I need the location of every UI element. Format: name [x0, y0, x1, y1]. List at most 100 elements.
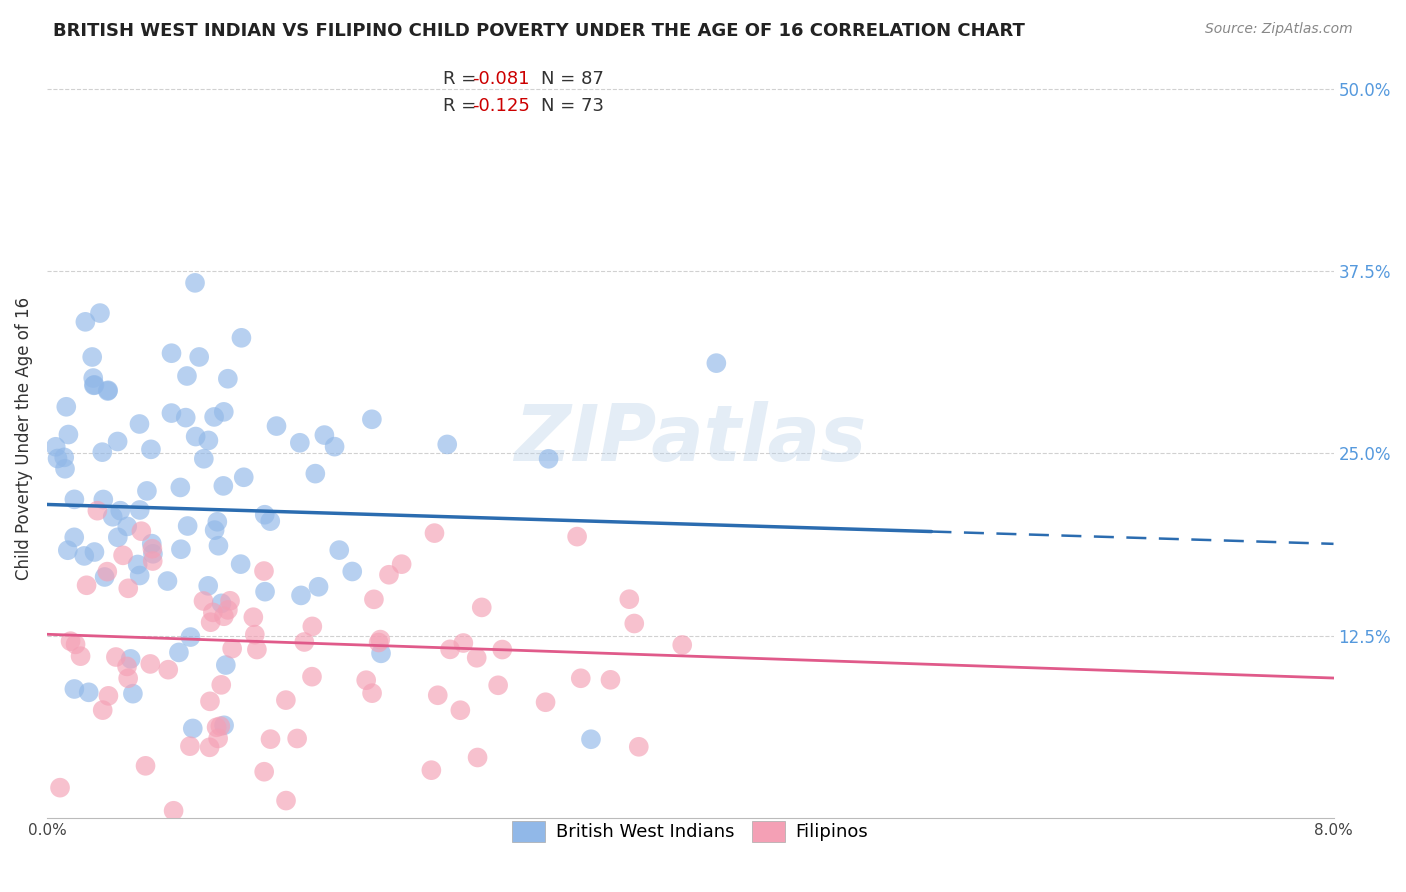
British West Indians [63, 530, 86, 544]
British West Indians [579, 732, 602, 747]
British West Indians [107, 530, 129, 544]
British West Indians [77, 685, 100, 699]
British West Indians [122, 687, 145, 701]
British West Indians [290, 588, 312, 602]
British West Indians [169, 480, 191, 494]
British West Indians [83, 377, 105, 392]
Filipinos [426, 688, 449, 702]
British West Indians [253, 508, 276, 522]
British West Indians [197, 434, 219, 448]
Filipinos [201, 606, 224, 620]
British West Indians [83, 545, 105, 559]
British West Indians [176, 519, 198, 533]
British West Indians [254, 584, 277, 599]
Filipinos [569, 671, 592, 685]
Text: Source: ZipAtlas.com: Source: ZipAtlas.com [1205, 22, 1353, 37]
Filipinos [219, 594, 242, 608]
Filipinos [112, 549, 135, 563]
Filipinos [467, 750, 489, 764]
British West Indians [212, 405, 235, 419]
Filipinos [131, 524, 153, 539]
British West Indians [212, 479, 235, 493]
Filipinos [65, 637, 87, 651]
Filipinos [243, 627, 266, 641]
Filipinos [453, 636, 475, 650]
British West Indians [207, 515, 229, 529]
Text: BRITISH WEST INDIAN VS FILIPINO CHILD POVERTY UNDER THE AGE OF 16 CORRELATION CH: BRITISH WEST INDIAN VS FILIPINO CHILD PO… [53, 22, 1025, 40]
Filipinos [217, 603, 239, 617]
British West Indians [328, 543, 350, 558]
Filipinos [207, 731, 229, 746]
Filipinos [363, 592, 385, 607]
Filipinos [76, 578, 98, 592]
British West Indians [73, 549, 96, 563]
British West Indians [128, 417, 150, 431]
British West Indians [211, 596, 233, 610]
Y-axis label: Child Poverty Under the Age of 16: Child Poverty Under the Age of 16 [15, 297, 32, 581]
British West Indians [342, 565, 364, 579]
British West Indians [304, 467, 326, 481]
Filipinos [142, 554, 165, 568]
Filipinos [179, 739, 201, 754]
British West Indians [91, 492, 114, 507]
British West Indians [142, 547, 165, 561]
Filipinos [205, 720, 228, 734]
Filipinos [59, 634, 82, 648]
British West Indians [181, 722, 204, 736]
British West Indians [115, 519, 138, 533]
Filipinos [212, 609, 235, 624]
British West Indians [259, 514, 281, 528]
Filipinos [471, 600, 494, 615]
British West Indians [156, 574, 179, 588]
Filipinos [368, 632, 391, 647]
British West Indians [207, 539, 229, 553]
British West Indians [704, 356, 727, 370]
British West Indians [314, 428, 336, 442]
British West Indians [212, 718, 235, 732]
British West Indians [127, 558, 149, 572]
British West Indians [323, 440, 346, 454]
Filipinos [627, 739, 650, 754]
British West Indians [167, 645, 190, 659]
Filipinos [221, 641, 243, 656]
Filipinos [253, 564, 276, 578]
British West Indians [75, 315, 97, 329]
British West Indians [82, 371, 104, 385]
Legend: British West Indians, Filipinos: British West Indians, Filipinos [499, 808, 880, 855]
British West Indians [63, 681, 86, 696]
British West Indians [53, 450, 76, 465]
Filipinos [242, 610, 264, 624]
British West Indians [107, 434, 129, 449]
British West Indians [82, 350, 104, 364]
British West Indians [202, 409, 225, 424]
British West Indians [217, 372, 239, 386]
Filipinos [139, 657, 162, 671]
Filipinos [439, 642, 461, 657]
British West Indians [360, 412, 382, 426]
British West Indians [204, 523, 226, 537]
Filipinos [115, 659, 138, 673]
British West Indians [89, 306, 111, 320]
Filipinos [491, 642, 513, 657]
Filipinos [301, 619, 323, 633]
Filipinos [420, 763, 443, 777]
Filipinos [465, 650, 488, 665]
British West Indians [141, 536, 163, 550]
Filipinos [193, 594, 215, 608]
Filipinos [354, 673, 377, 688]
Text: -0.125: -0.125 [472, 97, 530, 115]
British West Indians [93, 570, 115, 584]
British West Indians [58, 427, 80, 442]
Text: -0.081: -0.081 [472, 70, 530, 87]
British West Indians [170, 542, 193, 557]
British West Indians [97, 384, 120, 398]
Text: R =: R = [443, 70, 477, 87]
Text: R =: R = [443, 97, 477, 115]
Filipinos [671, 638, 693, 652]
British West Indians [184, 276, 207, 290]
British West Indians [128, 568, 150, 582]
British West Indians [120, 652, 142, 666]
Filipinos [423, 526, 446, 541]
British West Indians [160, 346, 183, 360]
Filipinos [361, 686, 384, 700]
